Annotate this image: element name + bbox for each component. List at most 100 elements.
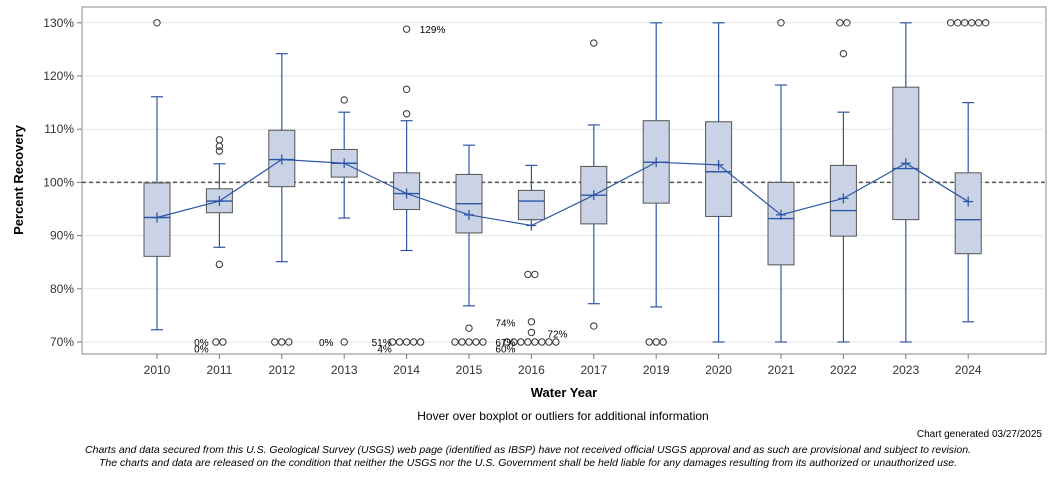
- outlier-point[interactable]: [590, 322, 598, 330]
- box-2023[interactable]: [892, 22, 920, 343]
- x-axis-ticks: 2010 2011 2012 2013 2014 2015 2016 2017 2019 2020…: [144, 354, 982, 377]
- y-tick-label: 120%: [43, 69, 74, 83]
- outlier-point[interactable]: [219, 338, 227, 346]
- boxes[interactable]: [143, 22, 982, 343]
- outlier-point[interactable]: [479, 338, 487, 346]
- outlier-point[interactable]: [590, 39, 598, 47]
- y-tick-label: 80%: [50, 282, 74, 296]
- mean-marker: [651, 157, 662, 168]
- outlier-point[interactable]: [402, 25, 411, 33]
- outlier-point[interactable]: [527, 318, 536, 326]
- x-tick-label: 2021: [768, 363, 795, 377]
- outlier-point[interactable]: [395, 338, 404, 346]
- outlier-point[interactable]: [517, 338, 525, 346]
- mean-marker: [401, 188, 412, 199]
- outlier-point[interactable]: [527, 328, 536, 337]
- outlier-point[interactable]: [215, 142, 224, 150]
- x-axis-title: Water Year: [531, 385, 598, 400]
- outlier-point[interactable]: [451, 338, 459, 346]
- box-2016[interactable]: [517, 164, 545, 221]
- outlier-point[interactable]: [659, 338, 667, 346]
- outlier-point[interactable]: [271, 338, 279, 346]
- mean-marker: [900, 158, 911, 169]
- annotation-label: 72%: [547, 329, 567, 340]
- outlier-point[interactable]: [465, 338, 473, 346]
- iqr-box: [268, 129, 296, 188]
- outlier-point[interactable]: [340, 96, 348, 104]
- outlier-point[interactable]: [982, 19, 990, 27]
- annotation-label: 0%: [194, 344, 209, 355]
- x-tick-label: 2012: [268, 363, 295, 377]
- hover-note: Hover over boxplot or outliers for addit…: [417, 409, 709, 423]
- outlier-point[interactable]: [552, 338, 560, 346]
- outlier-point[interactable]: [954, 19, 962, 27]
- x-tick-label: 2024: [955, 363, 982, 377]
- outliers[interactable]: [153, 19, 990, 346]
- outlier-point[interactable]: [153, 19, 161, 27]
- outlier-point[interactable]: [645, 338, 653, 346]
- annotation-label: 67%: [495, 338, 515, 349]
- outlier-point[interactable]: [416, 338, 425, 346]
- outlier-point[interactable]: [538, 338, 546, 346]
- outlier-point[interactable]: [402, 85, 411, 94]
- boxplot-chart: 129%0%0%0% 51%4%74%72%67%60% 70%80%90%100…: [11, 6, 1047, 400]
- outlier-point[interactable]: [472, 338, 480, 346]
- annotation-label: 0%: [194, 338, 209, 349]
- annotation-label: 4%: [377, 344, 392, 355]
- outlier-point[interactable]: [402, 338, 411, 346]
- outlier-point[interactable]: [215, 147, 224, 155]
- outlier-point[interactable]: [402, 110, 411, 118]
- outlier-point[interactable]: [839, 49, 848, 58]
- gridlines: [82, 22, 1046, 343]
- mean-marker: [588, 190, 599, 201]
- mean-marker: [214, 196, 225, 207]
- outlier-point[interactable]: [652, 338, 660, 346]
- outlier-point[interactable]: [968, 19, 976, 27]
- outlier-point[interactable]: [278, 338, 286, 346]
- outlier-point[interactable]: [531, 270, 539, 279]
- box-2021[interactable]: [767, 84, 795, 343]
- mean-connector: [156, 158, 969, 227]
- outlier-point[interactable]: [458, 338, 466, 346]
- outlier-point[interactable]: [843, 19, 851, 27]
- outlier-point[interactable]: [212, 338, 220, 346]
- outlier-point[interactable]: [836, 19, 844, 27]
- outlier-point[interactable]: [340, 338, 348, 346]
- plot-frame: [81, 6, 1047, 355]
- outlier-point[interactable]: [388, 338, 397, 346]
- box-2024[interactable]: [954, 101, 982, 323]
- annotation-label: 0%: [319, 338, 334, 349]
- y-tick-label: 90%: [50, 229, 74, 243]
- mean-marker: [339, 158, 350, 169]
- disclaimer-line-2: The charts and data are released on the …: [99, 457, 957, 469]
- outlier-point[interactable]: [285, 338, 293, 346]
- mean-marker: [838, 193, 849, 204]
- outlier-point[interactable]: [947, 19, 955, 27]
- x-tick-label: 2019: [643, 363, 670, 377]
- outlier-point[interactable]: [524, 338, 532, 346]
- disclaimer-line-1: Charts and data secured from this U.S. G…: [85, 444, 971, 456]
- outlier-point[interactable]: [503, 338, 511, 346]
- annotation-label: 129%: [420, 25, 446, 36]
- y-axis-title: Percent Recovery: [11, 124, 26, 235]
- outlier-point[interactable]: [975, 19, 983, 27]
- outlier-point[interactable]: [524, 270, 532, 279]
- outlier-point[interactable]: [510, 338, 518, 346]
- generated-date: Chart generated 03/27/2025: [916, 429, 1042, 440]
- y-axis-ticks: 70% 80% 90% 100% 110% 120% 130%: [43, 16, 82, 349]
- outlier-point[interactable]: [961, 19, 969, 27]
- iqr-box: [767, 181, 795, 266]
- y-tick-label: 70%: [50, 335, 74, 349]
- x-tick-label: 2013: [331, 363, 358, 377]
- outlier-point[interactable]: [465, 324, 473, 332]
- outlier-point[interactable]: [777, 19, 785, 27]
- outlier-point[interactable]: [545, 338, 553, 346]
- x-tick-label: 2011: [206, 363, 232, 377]
- x-tick-label: 2023: [892, 363, 919, 377]
- iqr-box: [517, 189, 545, 221]
- box-2015[interactable]: [455, 144, 483, 307]
- outlier-point[interactable]: [215, 260, 224, 269]
- outlier-point[interactable]: [531, 338, 539, 346]
- outlier-point[interactable]: [409, 338, 418, 346]
- annotation-label: 51%: [372, 338, 392, 349]
